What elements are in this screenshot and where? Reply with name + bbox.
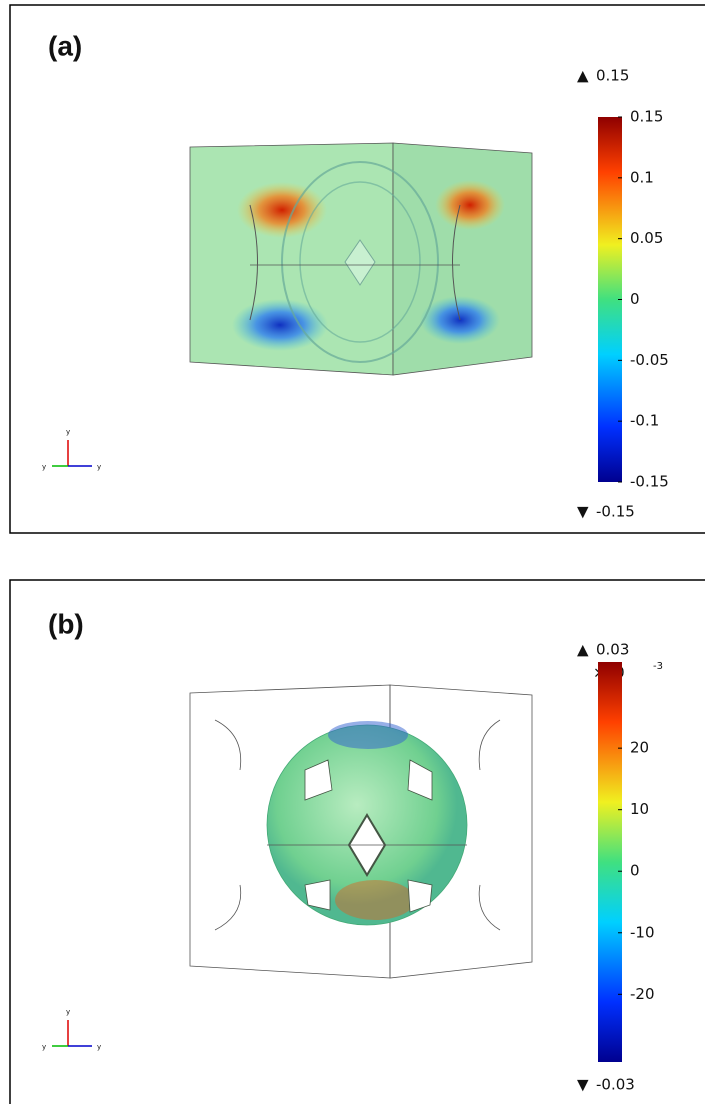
cube-render	[189, 142, 533, 376]
max-symbol: ▲	[577, 67, 589, 85]
panel-label: (a)	[48, 30, 82, 61]
axis-triad	[52, 440, 92, 467]
panel-frame	[9, 579, 705, 1104]
axis-label: y	[97, 1043, 101, 1051]
colorbar-tick-label: -0.1	[630, 412, 659, 430]
panel-label: (b)	[48, 608, 84, 639]
colorbar-tick-label: 0.05	[630, 229, 663, 247]
panel-frame	[9, 4, 705, 534]
axis-label: y	[42, 463, 46, 471]
colorbar-tick-label: 10	[630, 800, 649, 818]
axis-label: y	[66, 1008, 70, 1016]
colorbar-tick-label: -20	[630, 985, 655, 1003]
axis-label: y	[66, 428, 70, 436]
colorbar-tick-label: 0.1	[630, 168, 654, 186]
colorbar-tick-label: -0.05	[630, 351, 669, 369]
max-label: 0.15	[596, 67, 629, 85]
colorbar-tick-label: 0	[630, 862, 640, 880]
min-symbol: ▼	[577, 503, 589, 521]
colorbar-tick-label: 0.15	[630, 108, 663, 126]
min-label: -0.15	[596, 503, 635, 521]
colorbar-tick-label: -10	[630, 923, 655, 941]
colorbar-tick-label: 0	[630, 290, 640, 308]
axis-triad	[52, 1020, 92, 1047]
min-label: -0.03	[596, 1076, 635, 1094]
exponent: -3	[653, 661, 663, 672]
axis-label: y	[42, 1043, 46, 1051]
colorbar-tick-label: -0.15	[630, 473, 669, 491]
min-symbol: ▼	[577, 1076, 589, 1094]
max-symbol: ▲	[577, 641, 589, 659]
sphere-render	[189, 684, 533, 979]
axis-label: y	[97, 463, 101, 471]
colorbar-tick-label: 20	[630, 739, 649, 757]
max-label: 0.03	[596, 641, 629, 659]
colorbar	[598, 662, 622, 1062]
